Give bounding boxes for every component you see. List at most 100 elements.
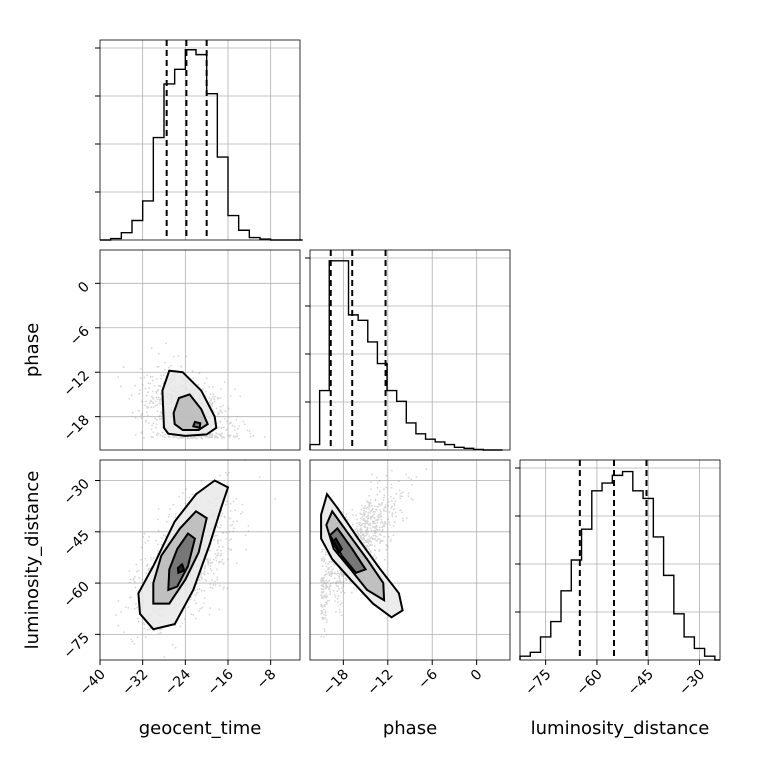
sample-point — [320, 605, 323, 608]
sample-point — [340, 571, 343, 574]
sample-point — [234, 425, 236, 428]
sample-point — [373, 521, 375, 524]
x-tick-label: −60 — [574, 667, 606, 699]
sample-point — [226, 500, 228, 503]
sample-point — [274, 498, 277, 500]
sample-point — [387, 518, 390, 521]
sample-point — [338, 577, 341, 580]
sample-point — [374, 511, 376, 513]
sample-point — [225, 420, 228, 422]
sample-point — [375, 509, 378, 512]
sample-point — [241, 511, 244, 513]
sample-point — [223, 436, 226, 439]
sample-point — [410, 478, 413, 481]
sample-point — [152, 422, 155, 425]
y-tick-label: −60 — [61, 579, 93, 611]
sample-point — [321, 588, 323, 591]
sample-point — [206, 560, 209, 563]
sample-point — [366, 544, 369, 547]
sample-point — [226, 587, 229, 590]
sample-point — [127, 606, 130, 609]
sample-point — [212, 396, 215, 398]
density-region — [330, 528, 366, 573]
sample-point — [359, 529, 362, 532]
sample-point — [370, 518, 372, 520]
sample-point — [321, 611, 324, 614]
sample-point — [355, 588, 358, 591]
sample-point — [161, 435, 164, 437]
sample-point — [369, 524, 372, 527]
sample-point — [207, 563, 210, 566]
sample-point — [208, 435, 211, 438]
histogram-step-luminosity_distance — [519, 470, 720, 661]
sample-point — [363, 507, 366, 510]
sample-point — [138, 577, 141, 580]
sample-point — [247, 530, 250, 532]
sample-point — [392, 525, 395, 527]
sample-point — [372, 515, 374, 517]
sample-point — [245, 548, 248, 551]
sample-point — [205, 558, 208, 561]
sample-point — [342, 590, 344, 592]
sample-point — [229, 524, 232, 527]
sample-point — [167, 515, 170, 518]
sample-point — [336, 598, 339, 600]
sample-point — [382, 508, 385, 510]
sample-point — [144, 542, 147, 544]
sample-point — [192, 377, 195, 380]
sample-point — [337, 601, 339, 604]
sample-point — [320, 581, 323, 583]
sample-point — [196, 437, 198, 440]
sample-point — [354, 528, 357, 531]
sample-point — [383, 520, 386, 523]
sample-point — [191, 437, 194, 439]
sample-point — [149, 627, 152, 630]
sample-point — [221, 411, 223, 414]
sample-point — [384, 510, 387, 513]
sample-point — [320, 587, 323, 590]
sample-point — [225, 538, 227, 540]
sample-point — [336, 580, 339, 583]
sample-point — [363, 536, 365, 539]
sample-point — [372, 538, 374, 540]
sample-point — [325, 584, 328, 587]
sample-point — [216, 534, 219, 537]
sample-point — [366, 520, 368, 522]
sample-point — [381, 539, 384, 542]
sample-point — [324, 553, 327, 556]
sample-point — [214, 584, 217, 586]
sample-point — [150, 400, 153, 403]
sample-point — [209, 559, 212, 561]
sample-point — [203, 566, 206, 569]
sample-point — [234, 435, 237, 438]
sample-point — [140, 546, 143, 549]
sample-point — [383, 496, 385, 499]
sample-point — [365, 532, 368, 535]
sample-point — [375, 556, 378, 559]
sample-point — [381, 526, 383, 529]
y-tick-label: −18 — [61, 412, 93, 444]
sample-point — [329, 584, 331, 586]
sample-point — [323, 582, 326, 584]
sample-point — [364, 541, 366, 544]
sample-point — [145, 411, 148, 413]
sample-point — [339, 611, 341, 614]
sample-point — [321, 610, 323, 613]
sample-point — [385, 474, 388, 477]
sample-point — [239, 512, 242, 515]
sample-point — [380, 540, 383, 542]
sample-point — [378, 479, 381, 482]
sample-point — [218, 560, 221, 563]
sample-point — [333, 563, 335, 565]
sample-point — [249, 435, 252, 438]
sample-point — [209, 583, 212, 586]
sample-point — [232, 435, 235, 438]
sample-point — [139, 389, 141, 392]
sample-point — [376, 519, 379, 522]
sample-point — [143, 436, 145, 439]
sample-point — [322, 580, 324, 583]
sample-point — [194, 617, 197, 620]
sample-point — [217, 542, 219, 544]
sample-point — [200, 574, 203, 576]
sample-point — [169, 508, 172, 510]
